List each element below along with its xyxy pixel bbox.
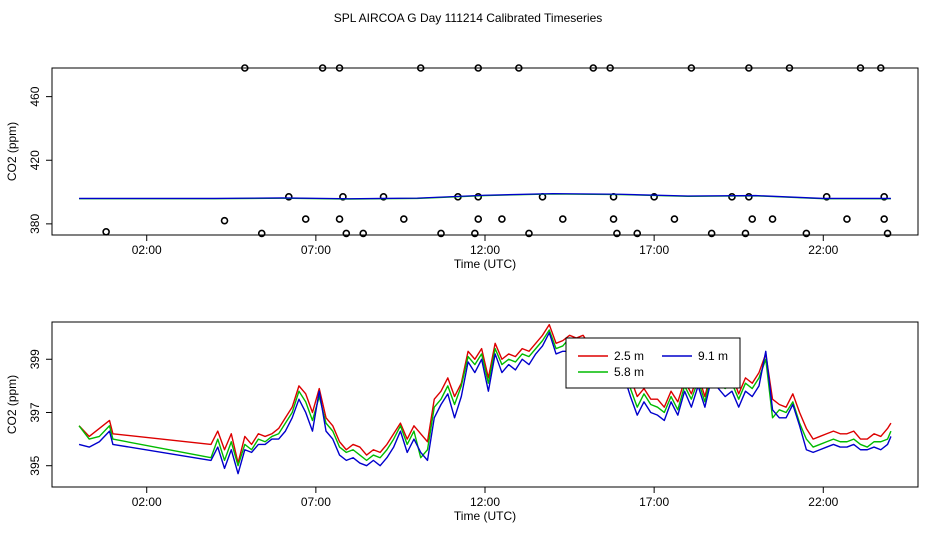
series-line-3 [78,331,892,475]
x-tick-label: 22:00 [808,243,838,257]
x-tick-label: 07:00 [301,243,331,257]
outlier-point [633,229,642,238]
outlier-point [359,229,368,238]
y-tick-label: 397 [28,402,42,422]
legend-box [565,337,741,389]
calibrated-trace [79,192,891,200]
outlier-point [437,229,445,238]
outlier-point [741,229,750,238]
outlier-point [257,229,266,238]
x-axis-label: Time (UTC) [454,257,516,271]
outlier-point [342,229,351,238]
outlier-point [785,64,794,72]
outlier-point [768,215,777,223]
outlier-point [400,215,408,223]
outlier-point [748,215,757,223]
outlier-point [609,215,618,223]
outlier-point [301,215,310,223]
outlier-point [525,229,533,238]
x-tick-label: 17:00 [639,495,669,509]
outlier-point [515,64,523,72]
outlier-point [335,215,344,223]
y-tick-label: 395 [28,455,42,475]
outlier-point [474,193,483,201]
x-tick-label: 07:00 [301,495,331,509]
outlier-point [220,216,229,225]
y-tick-label: 380 [28,214,42,234]
legend-label: 9.1 m [698,349,728,363]
outlier-point [474,215,483,223]
outlier-point [822,193,831,201]
legend-label: 5.8 m [614,365,644,379]
series-line-1 [78,323,892,464]
y-tick-label: 420 [28,150,42,170]
outlier-point [241,64,249,72]
outlier-point [589,64,598,72]
outlier-point [102,228,110,236]
outlier-point [876,64,885,72]
outlier-point [880,215,888,223]
outlier-point [745,64,753,72]
y-axis-label: CO2 (ppm) [5,375,19,434]
outlier-point [559,215,567,223]
x-tick-label: 12:00 [470,243,500,257]
y-tick-label: 399 [28,349,42,369]
outlier-point [670,215,679,223]
outlier-point [606,64,614,72]
outlier-point [687,64,696,72]
outlier-point [843,215,851,223]
panel-calibrated-all: 02:00 07:00 12:00 17:00 22:00 Time (UTC) 380 42… [5,64,919,271]
outlier-point [318,64,327,72]
outlier-point [474,64,483,72]
x-tick-label: 12:00 [470,495,500,509]
outlier-point [650,193,658,201]
outlier-point [856,64,865,72]
outlier-point [745,193,753,201]
outlier-point [880,193,888,201]
chart-title: SPL AIRCOA G Day 111214 Calibrated Times… [334,11,603,25]
legend: 2.5 m 9.1 m 5.8 m [565,337,741,389]
outlier-point [471,229,479,238]
x-axis-label: Time (UTC) [454,509,516,523]
outlier-point [335,64,344,72]
y-tick-label: 460 [28,86,42,106]
outlier-point [284,193,293,201]
outlier-point [707,229,716,238]
x-tick-label: 02:00 [132,243,162,257]
legend-label: 2.5 m [614,349,644,363]
x-tick-label: 22:00 [808,495,838,509]
outlier-point [379,193,388,201]
plot-frame [51,67,919,236]
x-tick-label: 17:00 [639,243,669,257]
outlier-point [802,229,811,238]
outlier-point [728,193,736,201]
series-line-2 [78,329,892,467]
y-axis-label: CO2 (ppm) [5,122,19,181]
panel-heights: 02:00 07:00 12:00 17:00 22:00 Time (UTC) 395 39… [5,321,919,523]
outlier-point [883,229,892,238]
outlier-point [339,193,347,201]
x-tick-label: 02:00 [132,495,162,509]
outlier-point [498,215,506,223]
outlier-point [416,64,425,72]
outlier-point [613,229,621,238]
